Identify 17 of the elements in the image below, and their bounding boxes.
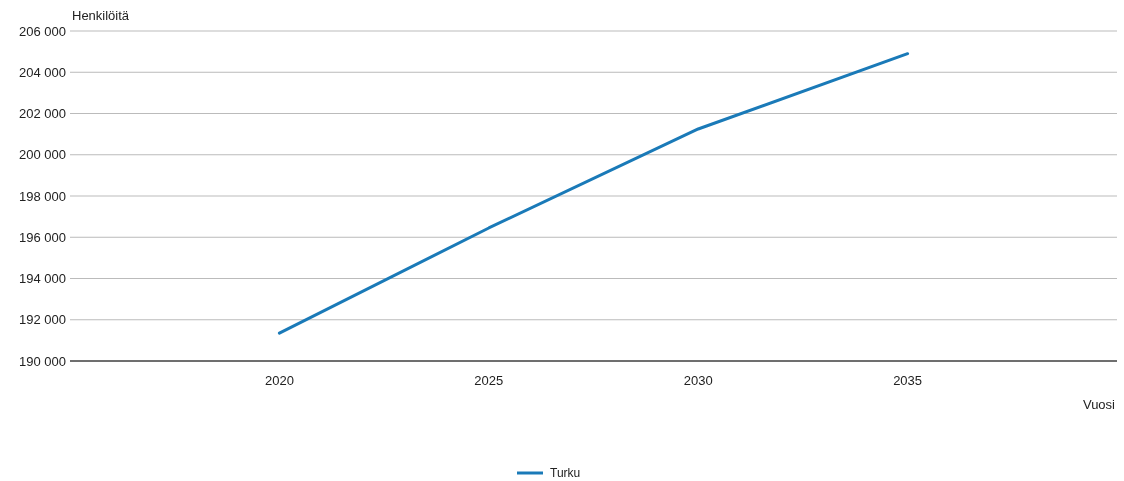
y-tick-label: 200 000 (19, 147, 66, 163)
y-tick-label: 202 000 (19, 106, 66, 122)
y-tick-label: 196 000 (19, 229, 66, 245)
y-tick-label: 206 000 (19, 23, 66, 39)
legend-label: Turku (550, 466, 581, 481)
x-tick-label: 2035 (893, 373, 923, 388)
x-tick-label: 2025 (474, 373, 504, 388)
y-tick-label: 204 000 (19, 64, 66, 80)
y-axis-title: Henkilöitä (72, 8, 130, 23)
x-tick-label: 2030 (683, 373, 713, 388)
y-tick-label: 190 000 (19, 353, 66, 369)
line-series (277, 52, 910, 335)
x-axis-title: Vuosi (1082, 397, 1116, 412)
x-tick-label: 2020 (264, 373, 294, 388)
y-tick-label: 194 000 (19, 271, 66, 287)
y-tick-label: 198 000 (19, 188, 66, 204)
y-tick-label: 192 000 (19, 312, 66, 328)
